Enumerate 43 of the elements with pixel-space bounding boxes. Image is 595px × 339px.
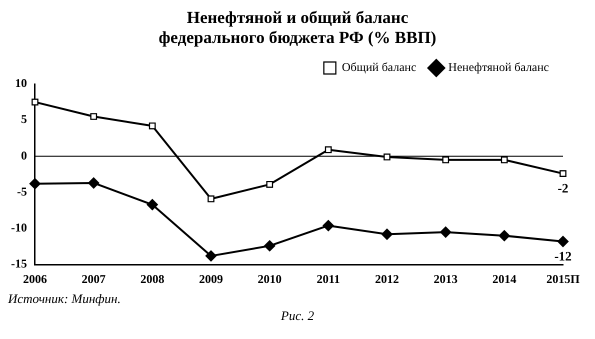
point (498, 230, 510, 242)
legend-label: Общий баланс (342, 60, 416, 74)
point (500, 156, 508, 164)
y-tick-label: 10 (14, 76, 27, 90)
y-tick-label: -5 (16, 184, 27, 198)
point (208, 195, 214, 202)
x-tick-label: 2014 (492, 272, 516, 286)
chart-title: Ненефтяной и общий баланс федерального бюджета РФ (% ВВП) (158, 8, 438, 48)
point (442, 156, 450, 164)
point (266, 180, 274, 188)
x-tick-label: 2015П (546, 272, 580, 286)
point (557, 236, 569, 248)
data-label: -12 (554, 248, 572, 264)
point (322, 220, 334, 232)
x-tick-label: 2009 (198, 272, 223, 286)
point (381, 228, 393, 240)
point (32, 98, 38, 106)
x-tick-label: 2008 (140, 272, 164, 286)
point (205, 250, 217, 262)
y-tick-label: 0 (20, 148, 27, 162)
x-tick-label: 2013 (434, 272, 458, 286)
point (384, 154, 390, 160)
data-label: -2 (558, 180, 568, 196)
x-tick-label: 2007 (82, 272, 106, 286)
x-tick-label: 2010 (258, 272, 282, 286)
point (148, 122, 156, 130)
point (146, 199, 158, 210)
point (29, 178, 41, 190)
point (88, 177, 100, 189)
x-tick-label: 2011 (316, 272, 340, 286)
x-tick-label: 2012 (375, 272, 399, 286)
y-tick-label: -10 (10, 220, 27, 235)
y-tick-label: 5 (20, 112, 27, 126)
text: Источник: Минфин. (8, 290, 122, 307)
point (264, 240, 276, 252)
point (90, 113, 98, 120)
point (324, 146, 332, 154)
point (440, 226, 452, 238)
legend-label: Ненефтяной баланс (448, 60, 550, 74)
point (560, 170, 566, 178)
text: Рис. 2 (280, 307, 316, 324)
x-tick-label: 2006 (22, 272, 47, 286)
y-tick-label: -15 (10, 256, 27, 271)
